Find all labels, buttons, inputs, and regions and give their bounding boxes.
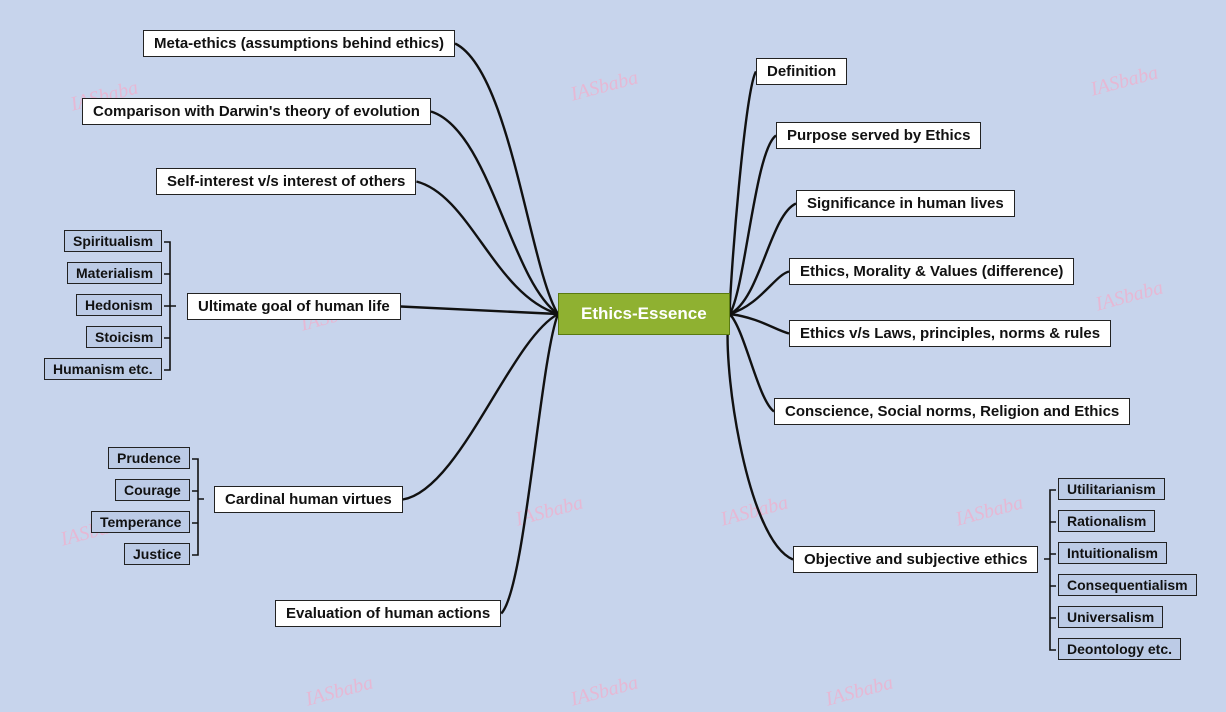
branch-definition: Definition: [756, 58, 847, 85]
branch-vslaws: Ethics v/s Laws, principles, norms & rul…: [789, 320, 1111, 347]
connection-purpose: [730, 136, 776, 315]
sub-objective-2: Intuitionalism: [1058, 542, 1167, 564]
branch-meta: Meta-ethics (assumptions behind ethics): [143, 30, 455, 57]
branch-significance: Significance in human lives: [796, 190, 1015, 217]
sub-objective-5: Deontology etc.: [1058, 638, 1181, 660]
sub-objective-0: Utilitarianism: [1058, 478, 1165, 500]
branch-darwin: Comparison with Darwin's theory of evolu…: [82, 98, 431, 125]
watermark: IASbaba: [1093, 276, 1165, 316]
branch-purpose: Purpose served by Ethics: [776, 122, 981, 149]
connection-ultimategoal: [401, 307, 558, 315]
sub-ultimategoal-4: Humanism etc.: [44, 358, 162, 380]
connection-darwin: [431, 112, 558, 315]
branch-ultimategoal: Ultimate goal of human life: [187, 293, 401, 320]
watermark: IASbaba: [568, 671, 640, 711]
connection-significance: [730, 204, 796, 315]
connection-meta: [455, 44, 558, 315]
sub-cardinal-1: Courage: [115, 479, 190, 501]
connection-definition: [730, 72, 756, 315]
connection-selfinterest: [416, 182, 558, 315]
watermark: IASbaba: [513, 491, 585, 531]
sub-objective-1: Rationalism: [1058, 510, 1155, 532]
sub-ultimategoal-3: Stoicism: [86, 326, 162, 348]
branch-evaluation: Evaluation of human actions: [275, 600, 501, 627]
sub-ultimategoal-2: Hedonism: [76, 294, 162, 316]
watermark: IASbaba: [568, 66, 640, 106]
watermark: IASbaba: [303, 671, 375, 711]
sub-ultimategoal-0: Spiritualism: [64, 230, 162, 252]
watermark: IASbaba: [953, 491, 1025, 531]
branch-difference: Ethics, Morality & Values (difference): [789, 258, 1074, 285]
watermark: IASbaba: [718, 491, 790, 531]
connection-evaluation: [501, 314, 558, 614]
connection-cardinal: [403, 314, 558, 500]
bracket-ultimategoal: [164, 242, 176, 370]
bracket-cardinal: [192, 459, 204, 555]
branch-cardinal: Cardinal human virtues: [214, 486, 403, 513]
sub-cardinal-3: Justice: [124, 543, 190, 565]
sub-objective-4: Universalism: [1058, 606, 1163, 628]
connection-conscience: [730, 314, 774, 412]
branch-conscience: Conscience, Social norms, Religion and E…: [774, 398, 1130, 425]
branch-selfinterest: Self-interest v/s interest of others: [156, 168, 416, 195]
center-node: Ethics-Essence: [558, 293, 730, 335]
connection-objective: [728, 314, 793, 560]
sub-cardinal-0: Prudence: [108, 447, 190, 469]
bracket-objective: [1044, 490, 1056, 650]
branch-objective: Objective and subjective ethics: [793, 546, 1038, 573]
connection-vslaws: [730, 314, 789, 334]
watermark: IASbaba: [823, 671, 895, 711]
sub-objective-3: Consequentialism: [1058, 574, 1197, 596]
connection-difference: [730, 272, 789, 315]
watermark: IASbaba: [1088, 61, 1160, 101]
sub-cardinal-2: Temperance: [91, 511, 190, 533]
sub-ultimategoal-1: Materialism: [67, 262, 162, 284]
